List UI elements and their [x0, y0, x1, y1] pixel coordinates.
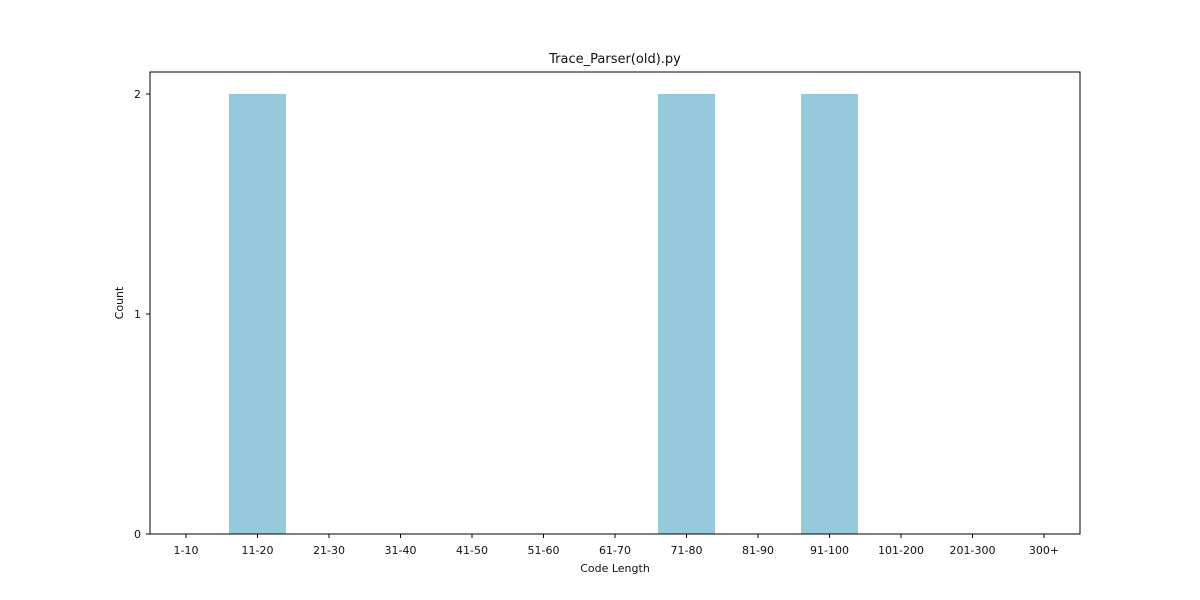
x-tick-label: 41-50 — [456, 544, 488, 557]
x-tick-label: 11-20 — [242, 544, 274, 557]
x-tick-label: 91-100 — [810, 544, 849, 557]
y-tick-label: 0 — [134, 528, 141, 541]
x-tick-label: 201-300 — [950, 544, 996, 557]
x-tick-label: 81-90 — [742, 544, 774, 557]
bar-11-20 — [229, 94, 286, 534]
x-tick-label: 71-80 — [671, 544, 703, 557]
bar-91-100 — [801, 94, 858, 534]
x-axis: 1-10 11-20 21-30 31-40 41-50 51-60 61-70 71-80 8… — [174, 534, 1059, 557]
x-tick-label: 1-10 — [174, 544, 199, 557]
plot-frame — [149, 71, 1081, 535]
y-tick-label: 1 — [134, 308, 141, 321]
x-axis-label: Code Length — [580, 562, 650, 575]
bars-layer — [229, 94, 858, 534]
y-axis-label: Count — [113, 286, 126, 319]
chart-title: Trace_Parser(old).py — [548, 52, 681, 67]
y-tick-label: 2 — [134, 88, 141, 101]
x-tick-label: 31-40 — [385, 544, 417, 557]
x-tick-label: 21-30 — [313, 544, 345, 557]
x-tick-label: 51-60 — [528, 544, 560, 557]
bar-71-80 — [658, 94, 715, 534]
y-axis: 0 1 2 — [134, 88, 150, 541]
x-tick-label: 300+ — [1029, 544, 1059, 557]
x-tick-label: 61-70 — [599, 544, 631, 557]
x-tick-label: 101-200 — [878, 544, 924, 557]
